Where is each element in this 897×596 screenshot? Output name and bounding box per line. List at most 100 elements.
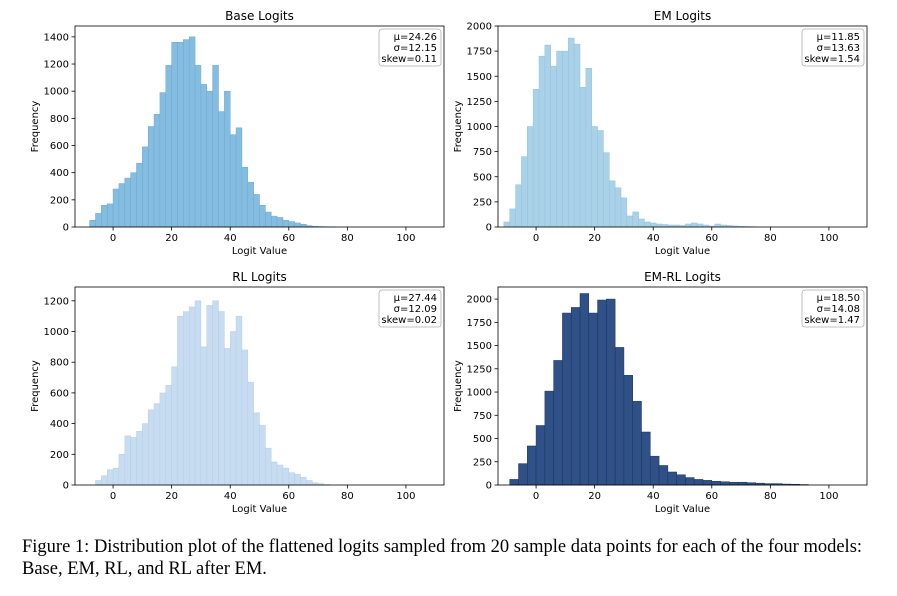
histogram-bar — [294, 222, 301, 228]
histogram-bar — [112, 467, 120, 486]
histogram-bar — [696, 223, 704, 228]
histogram-bar — [130, 172, 137, 228]
histogram-bar — [229, 134, 237, 228]
histogram-bar — [136, 431, 143, 486]
x-tick-label: 40 — [647, 491, 660, 502]
histogram-bar — [89, 219, 96, 228]
histogram-bar — [538, 55, 546, 228]
histogram-bar — [241, 166, 249, 228]
x-tick-label: 20 — [165, 233, 178, 244]
chart-title: EM Logits — [654, 9, 711, 23]
histogram-bar — [638, 218, 645, 228]
histogram-bar — [153, 114, 161, 228]
histogram-bar — [737, 481, 748, 486]
histogram-bar — [276, 217, 284, 228]
histogram-bar — [650, 222, 657, 228]
y-tick-label: 1000 — [467, 122, 492, 133]
histogram-bar — [579, 87, 587, 228]
plot-frame — [497, 286, 868, 486]
histogram-bar — [288, 472, 295, 486]
stat-skew: skew=0.02 — [381, 315, 437, 326]
histogram-bar — [658, 465, 669, 486]
histogram-bar — [521, 156, 528, 228]
histogram-bar — [614, 347, 625, 486]
histogram-bar — [218, 111, 225, 228]
histogram-bar — [579, 293, 590, 486]
y-tick-label: 1750 — [467, 47, 492, 58]
x-tick-label: 80 — [764, 491, 777, 502]
histogram-bar — [183, 311, 190, 486]
x-tick-label: 40 — [224, 233, 237, 244]
histogram-bar — [130, 437, 137, 486]
histogram-bar — [276, 464, 284, 486]
stat-sigma: σ=14.08 — [817, 304, 860, 315]
histogram-bar — [282, 219, 290, 228]
y-tick-label: 0 — [63, 481, 69, 492]
x-tick-label: 20 — [588, 491, 601, 502]
histogram-bar — [641, 431, 651, 486]
histogram-bar — [623, 375, 633, 486]
histogram-bar — [585, 67, 592, 228]
histogram-bar — [147, 409, 155, 486]
y-axis-label: Frequency — [30, 360, 41, 412]
y-tick-label: 0 — [63, 223, 69, 234]
x-tick-label: 0 — [110, 491, 116, 502]
y-tick-label: 1750 — [467, 318, 492, 329]
histogram-bar — [644, 221, 651, 228]
histogram-bar — [265, 211, 272, 228]
histogram-bars — [503, 37, 756, 228]
y-tick-label: 1400 — [44, 32, 69, 43]
x-tick-label: 80 — [341, 233, 354, 244]
histogram-bar — [570, 307, 581, 486]
stat-sigma: σ=13.63 — [817, 43, 860, 54]
histogram-bar — [527, 445, 537, 486]
histogram-bar — [620, 197, 628, 228]
plot-frame — [74, 286, 445, 486]
x-tick-label: 100 — [819, 233, 838, 244]
histogram-bar — [588, 312, 598, 486]
histogram-bar — [241, 349, 249, 486]
histogram-bar — [509, 208, 516, 228]
histogram-bar — [235, 315, 243, 486]
em-rl-logits-panel: 0 20 40 60 80 1000250500750100012501500175020… — [453, 270, 868, 515]
x-tick-label: 40 — [224, 491, 237, 502]
histogram-bar — [200, 84, 208, 228]
histogram-bar — [544, 390, 554, 486]
histogram-bar — [165, 384, 172, 486]
stat-mean: μ=27.44 — [394, 293, 437, 304]
stat-sigma: σ=12.15 — [394, 43, 437, 54]
y-tick-label: 250 — [473, 457, 492, 468]
stat-sigma: σ=12.09 — [394, 304, 437, 315]
stat-mean: μ=24.26 — [394, 32, 437, 43]
histogram-bar — [194, 300, 202, 486]
plot-frame — [74, 25, 445, 228]
y-tick-label: 750 — [473, 411, 492, 422]
histogram-bar — [188, 306, 196, 486]
histogram-bar — [253, 412, 260, 486]
stat-mean: μ=11.85 — [817, 32, 860, 43]
histogram-bar — [691, 222, 698, 228]
histogram-bar — [632, 211, 639, 228]
histogram-bar — [112, 188, 120, 228]
histogram-bar — [685, 477, 695, 486]
x-tick-label: 0 — [110, 233, 116, 244]
histogram-bar — [553, 360, 563, 486]
y-tick-label: 1500 — [467, 72, 492, 83]
histogram-bars — [89, 36, 336, 228]
histogram-bar — [720, 481, 730, 486]
histogram-bar — [153, 403, 161, 486]
histogram-bar — [142, 146, 149, 228]
histogram-bar — [544, 44, 551, 228]
histogram-bar — [159, 392, 167, 486]
y-axis-label: Frequency — [30, 101, 41, 153]
histogram-bar — [597, 299, 607, 486]
stat-skew: skew=1.47 — [804, 315, 860, 326]
y-tick-label: 600 — [50, 141, 69, 152]
x-tick-label: 60 — [705, 491, 718, 502]
histogram-bar — [503, 221, 510, 228]
histogram-bar — [235, 127, 243, 228]
y-tick-label: 0 — [486, 481, 492, 492]
histogram-bar — [118, 183, 126, 228]
y-tick-label: 800 — [50, 114, 69, 125]
histogram-bar — [183, 39, 190, 228]
